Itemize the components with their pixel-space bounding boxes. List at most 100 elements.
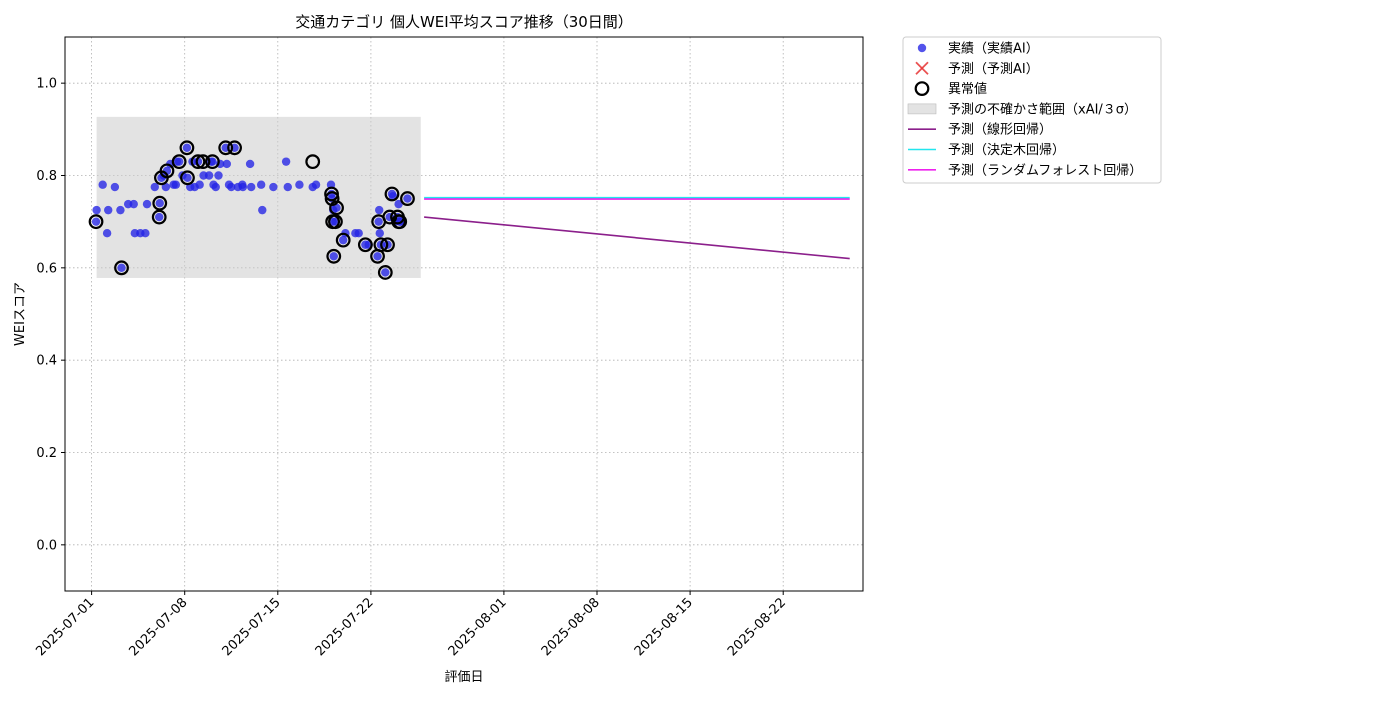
actual-point bbox=[117, 263, 126, 273]
legend-marker-stroke bbox=[915, 61, 929, 75]
anomaly-ring bbox=[195, 154, 211, 170]
actual-point bbox=[338, 235, 348, 245]
anomaly-ring bbox=[180, 170, 195, 186]
y-tick-label: 0.6 bbox=[36, 261, 57, 276]
legend-label: 予測（線形回帰） bbox=[948, 122, 1052, 138]
anomaly-ring bbox=[305, 154, 321, 170]
actual-point bbox=[354, 229, 363, 238]
actual-point bbox=[208, 157, 217, 166]
anomaly-ring bbox=[329, 200, 344, 216]
plot-frame bbox=[64, 36, 864, 592]
actual-point bbox=[174, 157, 184, 166]
actual-point bbox=[269, 182, 278, 192]
y-tick-label: 1.0 bbox=[36, 77, 57, 92]
actual-point bbox=[183, 173, 192, 183]
actual-point bbox=[283, 182, 292, 192]
actual-point bbox=[295, 180, 304, 189]
actual-point bbox=[329, 252, 338, 261]
legend-label: 予測（予測AI） bbox=[948, 62, 1039, 77]
actual-point bbox=[245, 159, 255, 169]
legend-label: 予測（決定木回帰） bbox=[948, 142, 1065, 158]
actual-point bbox=[155, 199, 164, 208]
y-tick-label: 0.0 bbox=[36, 538, 57, 553]
legend-label: 予測（ランダムフォレスト回帰） bbox=[948, 162, 1142, 178]
anomaly-ring bbox=[400, 191, 415, 206]
actual-point bbox=[155, 212, 164, 222]
legend-label: 実績（実績AI） bbox=[948, 41, 1039, 57]
x-tick-label: 2025-08-08 bbox=[539, 595, 603, 659]
actual-point bbox=[182, 143, 192, 152]
actual-point bbox=[91, 217, 101, 226]
chart-title: 交通カテゴリ 個人WEI平均スコア推移（30日間） bbox=[295, 13, 633, 31]
actual-point bbox=[238, 182, 248, 192]
y-axis-label: WEIスコア bbox=[13, 282, 28, 346]
anomaly-ring bbox=[151, 209, 167, 225]
actual-point bbox=[142, 199, 152, 209]
actual-point bbox=[171, 180, 181, 189]
x-tick-label: 2025-08-15 bbox=[632, 595, 696, 659]
anomaly-ring bbox=[179, 140, 195, 156]
x-axis-ticks: 2025-07-01 2025-07-08 2025-07-15 2025-07-22… bbox=[33, 591, 789, 659]
x-tick-label: 2025-07-01 bbox=[33, 595, 97, 659]
actual-point bbox=[222, 159, 232, 169]
actual-point bbox=[110, 182, 120, 192]
actual-point bbox=[375, 205, 384, 215]
forecast-lines-layer bbox=[424, 196, 850, 260]
actual-point bbox=[381, 268, 390, 277]
x-tick-label: 2025-07-15 bbox=[220, 595, 284, 659]
actual-point bbox=[211, 182, 220, 192]
actual-point bbox=[394, 199, 403, 209]
actual-point bbox=[129, 199, 138, 209]
actual-point bbox=[141, 229, 150, 238]
actual-point bbox=[247, 182, 256, 192]
actual-point bbox=[227, 182, 236, 192]
anomaly-ring bbox=[205, 154, 220, 170]
anomaly-ring bbox=[384, 186, 400, 202]
y-tick-label: 0.2 bbox=[36, 446, 57, 461]
forecast-line bbox=[424, 216, 850, 260]
anomaly-ring bbox=[326, 248, 342, 264]
actual-point bbox=[92, 205, 101, 215]
anomaly-ring bbox=[373, 237, 389, 253]
actual-point bbox=[214, 171, 223, 180]
actual-point bbox=[204, 171, 214, 180]
anomaly-ring bbox=[114, 260, 129, 276]
x-tick-label: 2025-07-22 bbox=[313, 595, 377, 659]
anomaly-ring bbox=[218, 140, 234, 156]
x-tick-label: 2025-07-08 bbox=[126, 595, 190, 659]
anomaly-ring bbox=[227, 140, 242, 156]
actual-point bbox=[373, 252, 382, 261]
actual-point bbox=[311, 180, 321, 189]
anomaly-ring bbox=[357, 237, 373, 253]
actual-point bbox=[375, 229, 384, 238]
y-tick-label: 0.4 bbox=[36, 354, 57, 369]
y-axis-ticks: 0.0 0.2 0.4 0.6 0.8 1.0 bbox=[36, 77, 65, 553]
actual-point bbox=[332, 203, 341, 213]
legend-marker-actual bbox=[917, 43, 927, 53]
anomaly-ring bbox=[190, 154, 206, 170]
legend-marker-band bbox=[907, 103, 937, 115]
anomaly-ring bbox=[328, 214, 343, 230]
actual-point bbox=[258, 205, 267, 215]
actual-point bbox=[281, 157, 291, 166]
actual-point bbox=[104, 205, 113, 215]
actual-point bbox=[374, 217, 383, 226]
legend-label: 予測の不確かさ範囲（xAI/３σ） bbox=[948, 101, 1137, 117]
anomaly-ring bbox=[152, 195, 168, 211]
anomaly-ring bbox=[377, 265, 393, 280]
anomaly-ring bbox=[88, 214, 104, 230]
x-axis-label: 評価日 bbox=[444, 670, 483, 685]
legend-marker-anomaly bbox=[914, 81, 930, 96]
anomaly-ring bbox=[171, 154, 187, 170]
actual-point bbox=[161, 182, 171, 192]
legend-box bbox=[902, 36, 1162, 184]
actual-point bbox=[102, 229, 112, 238]
actual-point bbox=[116, 205, 125, 215]
anomaly-ring bbox=[159, 163, 175, 179]
anomaly-ring bbox=[335, 232, 351, 248]
actual-point bbox=[195, 180, 204, 189]
anomaly-rings-layer bbox=[88, 140, 415, 280]
